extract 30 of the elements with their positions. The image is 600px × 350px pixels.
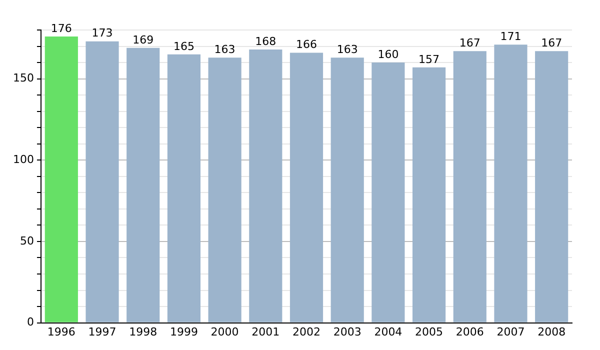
x-tick-label: 1996 bbox=[47, 325, 76, 338]
data-label: 173 bbox=[92, 26, 113, 40]
data-label: 160 bbox=[378, 48, 399, 61]
data-label: 169 bbox=[132, 33, 154, 46]
data-label: 157 bbox=[418, 52, 440, 66]
data-label: 167 bbox=[459, 36, 480, 50]
data-label: 168 bbox=[255, 34, 276, 48]
x-tick-label: 2002 bbox=[292, 325, 320, 338]
y-tick-label: 0 bbox=[26, 316, 34, 329]
x-tick-label: 2001 bbox=[252, 325, 280, 338]
x-tick-label: 2006 bbox=[456, 325, 484, 338]
x-tick-label: 1997 bbox=[88, 325, 116, 338]
x-tick-label: 2007 bbox=[496, 325, 525, 338]
data-label: 163 bbox=[336, 43, 358, 56]
x-tick-label: 2003 bbox=[333, 325, 362, 338]
x-tick-label: 2004 bbox=[374, 325, 402, 338]
data-label: 167 bbox=[541, 36, 562, 50]
data-label: 176 bbox=[50, 22, 72, 35]
data-label: 171 bbox=[500, 30, 522, 43]
x-tick-label: 2005 bbox=[415, 325, 444, 338]
data-label: 165 bbox=[173, 40, 194, 53]
x-tick-label: 2000 bbox=[210, 325, 239, 338]
x-tick-label: 2008 bbox=[538, 325, 566, 338]
y-tick-label: 100 bbox=[12, 152, 34, 166]
x-tick-label: 1999 bbox=[170, 325, 198, 338]
data-label: 163 bbox=[214, 43, 236, 56]
y-tick-label: 50 bbox=[20, 234, 34, 248]
x-tick-label: 1998 bbox=[129, 325, 158, 338]
y-tick-label: 150 bbox=[12, 72, 34, 85]
data-label: 166 bbox=[296, 38, 317, 52]
